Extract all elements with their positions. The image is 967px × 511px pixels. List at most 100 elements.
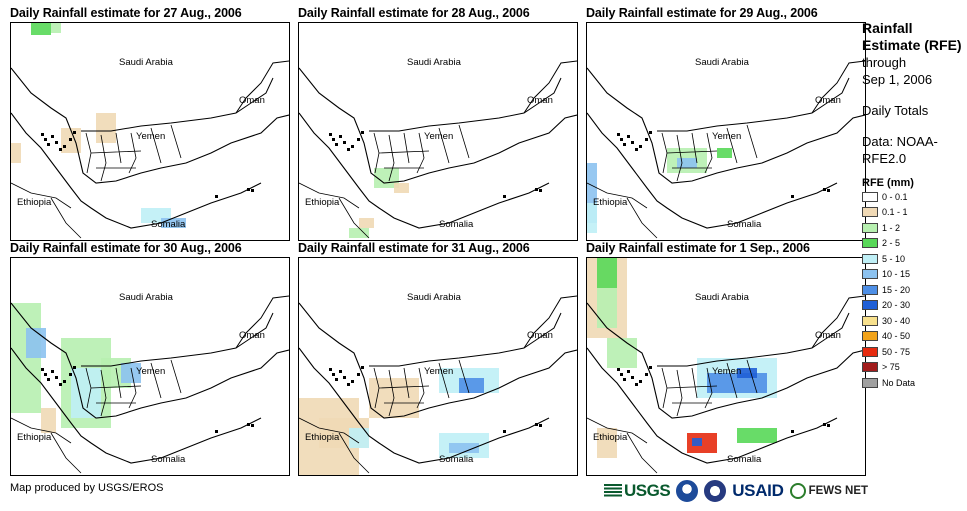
island-dot [635, 383, 638, 386]
place-label-yemen: Yemen [424, 366, 453, 377]
arabian-coastline [587, 67, 865, 184]
island-dot [639, 380, 642, 383]
island-dot [55, 141, 58, 144]
saudi-yemen-border [81, 77, 274, 132]
place-label-yemen: Yemen [136, 366, 165, 377]
logo-strip: USGS USAID FEWS NET [604, 479, 868, 503]
legend-class-4: 5 - 10 [862, 251, 962, 267]
rainfall-patch [11, 143, 21, 163]
map-panel-30-aug: Daily Rainfall estimate for 30 Aug., 200… [10, 241, 290, 476]
legend-label: 40 - 50 [882, 331, 911, 342]
legend-class-6: 15 - 20 [862, 282, 962, 298]
legend-label: 5 - 10 [882, 253, 906, 264]
oman-border [811, 60, 865, 114]
island-dot [617, 368, 620, 371]
place-label-oman: Oman [815, 330, 841, 341]
island-dot [51, 370, 54, 373]
rainfall-patch [349, 228, 369, 238]
horn-of-africa-borders [299, 182, 370, 239]
arabian-coastline [299, 67, 577, 184]
island-dot [335, 143, 338, 146]
island-dot [63, 380, 66, 383]
legend-label: 30 - 40 [882, 315, 911, 326]
place-label-saudi: Saudi Arabia [119, 292, 174, 303]
saudi-yemen-border [657, 312, 850, 367]
noaa-logo-icon [676, 480, 699, 502]
rainfall-patch [161, 218, 186, 228]
legend-class-7: 20 - 30 [862, 298, 962, 314]
map-svg: Saudi Arabia Oman Yemen Ethiopia Somalia [11, 23, 289, 239]
island-dot [247, 188, 250, 191]
island-dot [351, 145, 354, 148]
leaf-icon [789, 483, 806, 499]
island-dot [347, 148, 350, 151]
island-dot [503, 430, 506, 433]
rainfall-patch [359, 218, 374, 228]
place-label-ethiopia: Ethiopia [593, 432, 628, 443]
legend-class-9: 40 - 50 [862, 329, 962, 345]
place-label-saudi: Saudi Arabia [407, 57, 462, 68]
island-dot [69, 138, 72, 141]
island-dot [649, 131, 652, 134]
rainfall-patch [597, 258, 617, 288]
legend-swatch [862, 362, 878, 373]
island-dot [361, 366, 364, 369]
legend-label: 10 - 15 [882, 269, 911, 280]
legend-class-11: > 75 [862, 360, 962, 376]
island-dot [361, 131, 364, 134]
island-dot [823, 188, 826, 191]
island-dot [617, 133, 620, 136]
island-dot [335, 378, 338, 381]
place-label-somalia: Somalia [727, 219, 762, 230]
place-label-yemen: Yemen [424, 131, 453, 142]
horn-of-africa-borders [587, 182, 658, 239]
legend-swatch [862, 253, 878, 264]
legend-swatch [862, 238, 878, 249]
island-dot [51, 135, 54, 138]
island-dot [535, 423, 538, 426]
island-dot [539, 424, 542, 427]
panel-title: Daily Rainfall estimate for 1 Sep., 2006 [586, 241, 810, 255]
place-label-saudi: Saudi Arabia [119, 57, 174, 68]
map-panel-27-aug: Daily Rainfall estimate for 27 Aug., 200… [10, 6, 290, 241]
map-panel-29-aug: Daily Rainfall estimate for 29 Aug., 200… [586, 6, 866, 241]
island-dot [343, 141, 346, 144]
island-dot [59, 148, 62, 151]
map-svg: Saudi Arabia Oman Yemen Ethiopia Somalia [299, 57, 577, 239]
map-svg: Saudi Arabia Oman Yemen Ethiopia Somalia [11, 292, 289, 474]
legend-class-8: 30 - 40 [862, 313, 962, 329]
place-label-oman: Oman [239, 330, 265, 341]
rainfall-patch [737, 368, 757, 378]
doi-seal-icon [704, 480, 727, 502]
legend-class-2: 1 - 2 [862, 220, 962, 236]
legend-label: 1 - 2 [882, 222, 901, 233]
legend-class-3: 2 - 5 [862, 236, 962, 252]
island-dot [332, 138, 335, 141]
legend-swatch [862, 207, 878, 218]
rainfall-patch [449, 443, 479, 453]
map-svg: Saudi Arabia Oman Yemen Ethiopia Somalia [299, 292, 577, 475]
african-coastline [587, 112, 838, 229]
panel-title: Daily Rainfall estimate for 30 Aug., 200… [10, 241, 242, 255]
island-dot [347, 383, 350, 386]
place-label-ethiopia: Ethiopia [305, 197, 340, 208]
rainfall-patch [121, 363, 141, 383]
map-frame: Saudi Arabia Oman Yemen Ethiopia Somalia [586, 22, 866, 241]
governorate-boundaries [661, 359, 758, 417]
island-dot [332, 373, 335, 376]
island-dot [357, 138, 360, 141]
island-dot [339, 370, 342, 373]
african-coastline [11, 112, 262, 229]
legend-class-0: 0 - 0.1 [862, 189, 962, 205]
arabian-coastline [11, 67, 289, 184]
place-label-ethiopia: Ethiopia [305, 432, 340, 443]
map-frame: Saudi Arabia Oman Yemen Ethiopia Somalia [586, 257, 866, 476]
island-dot [329, 368, 332, 371]
legend-items: 0 - 0.1 0.1 - 1 1 - 2 2 - 5 5 - 10 10 - 15 15 … [862, 189, 962, 391]
map-frame: Saudi Arabia Oman Yemen Ethiopia Somalia [10, 257, 290, 476]
rainfall-patch [597, 428, 617, 458]
legend-swatch [862, 284, 878, 295]
island-dot [620, 373, 623, 376]
island-dot [639, 145, 642, 148]
island-dot [627, 370, 630, 373]
